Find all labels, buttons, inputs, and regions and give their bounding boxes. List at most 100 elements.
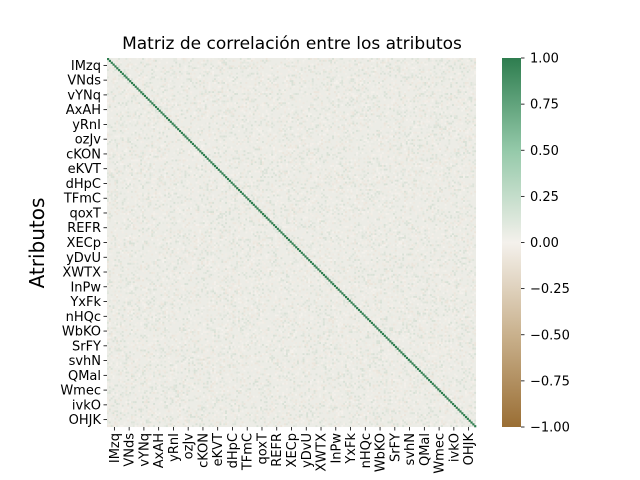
heatmap-cell [158,227,161,230]
heatmap-cell [132,296,135,298]
heatmap-cell [444,63,447,66]
heatmap-cell [119,238,122,241]
heatmap-cell [154,102,157,105]
heatmap-cell [154,224,157,226]
heatmap-cell [112,345,115,348]
heatmap-cell [440,102,443,105]
heatmap-cell [201,74,203,77]
heatmap-cell [226,107,229,110]
heatmap-cell [153,212,156,215]
heatmap-cell [418,74,421,77]
heatmap-cell [424,63,427,66]
heatmap-cell [326,83,329,86]
heatmap-cell [112,176,115,178]
heatmap-cell [129,113,132,116]
heatmap-cell [132,94,135,97]
heatmap-cell [134,214,137,217]
heatmap-cell [166,81,168,84]
heatmap-cell [149,421,152,424]
heatmap-cell [112,80,115,83]
heatmap-cell [287,59,290,62]
heatmap-cell [391,67,394,70]
heatmap-cell [134,198,137,201]
heatmap-cell [468,96,471,99]
heatmap-cell [140,323,143,326]
heatmap-cell [125,329,128,332]
heatmap-cell [108,168,111,171]
heatmap-cell [136,362,139,365]
heatmap-cell [282,96,285,99]
heatmap-cell [129,218,132,221]
heatmap-cell [114,229,117,232]
heatmap-cell [182,94,185,97]
heatmap-cell [132,214,135,217]
heatmap-cell [143,176,146,178]
heatmap-cell [121,362,124,365]
heatmap-cell [245,96,248,99]
heatmap-cell [127,58,130,60]
heatmap-cell [160,129,163,132]
heatmap-cell [285,76,288,79]
heatmap-cell [298,61,301,64]
heatmap-cell [118,220,120,223]
heatmap-cell [125,105,128,108]
heatmap-cell [132,345,135,348]
heatmap-cell [114,423,117,426]
heatmap-cell [118,262,120,265]
heatmap-cell [440,63,443,66]
heatmap-cell [206,72,209,75]
heatmap-cell [132,242,135,245]
heatmap-cell [459,58,462,60]
heatmap-cell [162,89,165,92]
heatmap-cell [129,319,132,322]
heatmap-cell [112,174,115,177]
heatmap-cell [363,78,366,81]
heatmap-cell [238,93,240,95]
heatmap-cell [452,69,454,71]
heatmap-cell [254,107,257,110]
heatmap-cell [125,403,128,405]
heatmap-cell [267,80,270,83]
heatmap-cell [123,242,126,245]
heatmap-cell [114,406,117,409]
heatmap-cell [191,69,194,71]
heatmap-cell [413,59,416,62]
heatmap-cell [116,301,119,304]
heatmap-cell [121,78,124,81]
heatmap-cell [134,111,137,114]
heatmap-cell [154,187,157,190]
heatmap-cell [123,76,126,79]
heatmap-cell [114,355,117,357]
heatmap-cell [156,201,159,204]
heatmap-cell [243,98,246,101]
heatmap-cell [302,80,305,83]
heatmap-cell [123,183,126,186]
heatmap-cell [134,117,137,119]
heatmap-cell [309,85,312,88]
heatmap-cell [127,218,130,221]
heatmap-cell [422,94,425,97]
heatmap-cell [300,85,303,88]
heatmap-cell [396,59,399,62]
heatmap-cell [330,102,333,105]
heatmap-cell [284,76,287,79]
heatmap-cell [400,72,403,75]
heatmap-cell [466,83,469,86]
heatmap-cell [149,177,152,180]
heatmap-cell [348,98,351,101]
heatmap-cell [223,89,226,92]
heatmap-cell [123,157,126,160]
heatmap-cell [188,59,191,62]
heatmap-cell [472,100,475,103]
heatmap-cell [453,63,456,66]
heatmap-cell [112,153,115,156]
heatmap-cell [145,144,148,147]
heatmap-cell [249,100,251,103]
heatmap-cell [273,78,275,81]
heatmap-cell [282,100,285,103]
heatmap-cell [321,100,323,103]
heatmap-cell [446,104,449,107]
heatmap-cell [116,81,119,84]
heatmap-cell [265,72,268,75]
heatmap-cell [154,89,157,92]
